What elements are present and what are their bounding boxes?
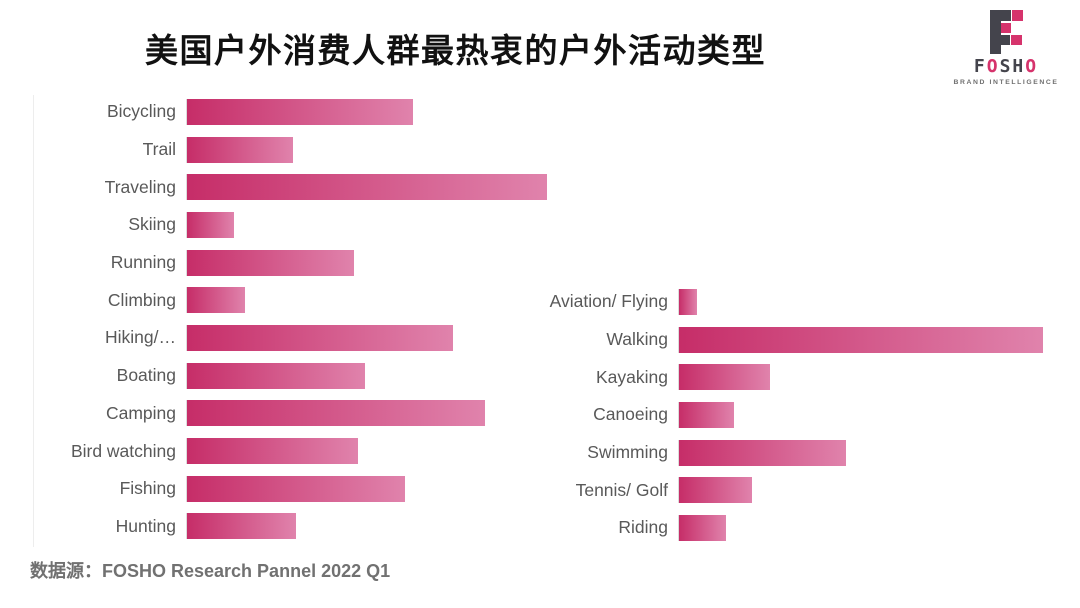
bar-chart-right: Aviation/ Flying Walking Kayaking Canoeing S… — [488, 283, 1073, 547]
category-label: Walking — [606, 329, 668, 350]
category-label: Swimming — [587, 442, 668, 463]
bar-trail — [187, 136, 293, 163]
bar-track — [186, 400, 668, 427]
chart-row: Bicycling — [28, 93, 668, 131]
category-label: Fishing — [119, 478, 176, 499]
chart-row: Kayaking — [488, 358, 1073, 396]
bar-track — [186, 475, 668, 502]
bar-track — [186, 438, 668, 465]
chart-row: Bird watching — [28, 432, 668, 470]
bar-canoeing — [679, 401, 734, 428]
bar-skiing — [187, 211, 235, 238]
chart-row: Running — [28, 244, 668, 282]
category-label: Boating — [116, 365, 176, 386]
category-label: Bicycling — [106, 101, 176, 122]
bar-track — [186, 362, 668, 389]
bar-track — [678, 439, 1073, 466]
bar-track — [678, 288, 1073, 315]
bar-track — [186, 324, 668, 351]
bar-running — [187, 249, 355, 276]
bar-bicycling — [187, 98, 413, 125]
bar-track — [678, 326, 1073, 353]
bar-track — [186, 249, 668, 276]
chart-row: Riding — [488, 509, 1073, 547]
fosho-tagline: BRAND INTELLIGENCE — [953, 79, 1059, 86]
category-label: Hiking/… — [105, 327, 176, 348]
category-label: Skiing — [128, 214, 176, 235]
bar-track — [678, 401, 1073, 428]
page-title: 美国户外消费人群最热衷的户外活动类型 — [145, 32, 766, 69]
bar-tennis-golf — [679, 477, 752, 504]
chart-row: Tennis/ Golf — [488, 471, 1073, 509]
bar-climbing — [187, 287, 246, 314]
bar-chart-left: Bicycling Trail Traveling Skiing Running Clim… — [28, 93, 668, 545]
bar-track — [678, 364, 1073, 391]
chart-row: Swimming — [488, 434, 1073, 472]
bar-aviation-flying — [679, 288, 698, 315]
category-label: Running — [110, 252, 176, 273]
bar-track — [186, 211, 668, 238]
category-label: Trail — [142, 139, 176, 160]
logo-letter: O — [986, 56, 1000, 77]
category-label: Climbing — [107, 289, 176, 310]
chart-row: Climbing — [28, 281, 668, 319]
category-label: Tennis/ Golf — [575, 479, 668, 500]
bar-track — [186, 513, 668, 540]
chart-row: Walking — [488, 321, 1073, 359]
bar-track — [678, 514, 1073, 541]
category-label: Hunting — [115, 515, 176, 536]
bar-track — [678, 477, 1073, 504]
chart-row: Boating — [28, 357, 668, 395]
fosho-logo-icon — [990, 10, 1023, 54]
bar-track — [186, 98, 668, 125]
bar-hunting — [187, 513, 297, 540]
fosho-logo: FOSHO BRAND INTELLIGENCE — [950, 10, 1062, 86]
chart-row: Fishing — [28, 470, 668, 508]
bar-camping — [187, 400, 486, 427]
logo-letter: O — [1025, 56, 1039, 77]
category-label: Traveling — [104, 176, 176, 197]
category-label: Bird watching — [70, 440, 176, 461]
chart-row: Aviation/ Flying — [488, 283, 1073, 321]
chart-row: Hiking/… — [28, 319, 668, 357]
data-source-note: 数据源：FOSHO Research Pannel 2022 Q1 — [30, 561, 391, 581]
category-label: Camping — [105, 402, 176, 423]
category-label: Kayaking — [596, 366, 668, 387]
bar-bird-watching — [187, 438, 359, 465]
category-label: Aviation/ Flying — [549, 291, 668, 312]
category-label: Canoeing — [593, 404, 668, 425]
bar-track — [186, 136, 668, 163]
bar-fishing — [187, 475, 406, 502]
fosho-wordmark: FOSHO — [974, 58, 1038, 76]
category-label: Riding — [618, 517, 668, 538]
chart-row: Canoeing — [488, 396, 1073, 434]
chart-row: Hunting — [28, 508, 668, 546]
bar-walking — [679, 326, 1043, 353]
bar-kayaking — [679, 364, 770, 391]
logo-letter: F — [973, 56, 987, 77]
chart-row: Traveling — [28, 168, 668, 206]
bar-track — [186, 287, 668, 314]
plot-frame-line — [33, 95, 34, 547]
bar-hiking — [187, 324, 453, 351]
logo-letter: H — [1012, 56, 1026, 77]
bar-riding — [679, 514, 727, 541]
bar-swimming — [679, 439, 847, 466]
chart-row: Skiing — [28, 206, 668, 244]
bar-traveling — [187, 174, 548, 201]
bar-boating — [187, 362, 366, 389]
chart-row: Trail — [28, 131, 668, 169]
chart-row: Camping — [28, 395, 668, 433]
bar-track — [186, 174, 668, 201]
logo-letter: S — [999, 56, 1013, 77]
